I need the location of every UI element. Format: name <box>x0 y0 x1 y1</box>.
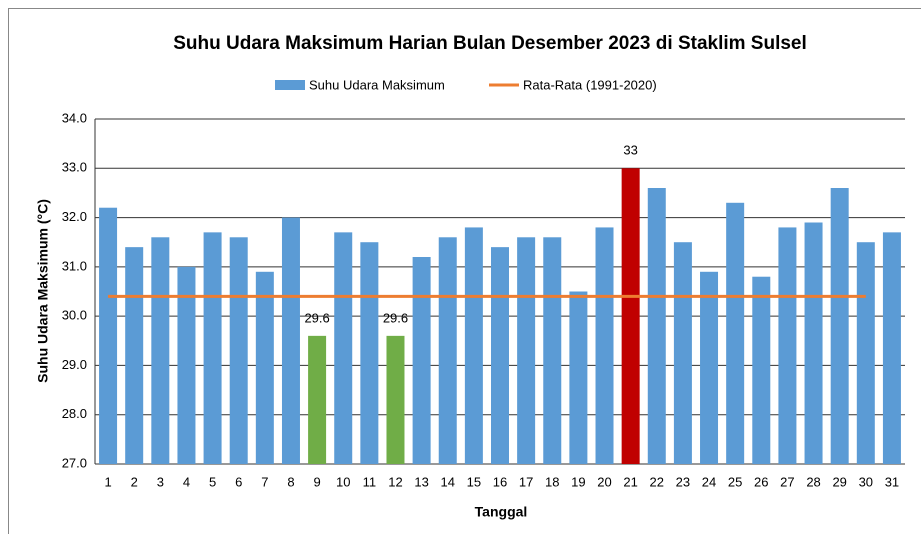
bar <box>438 237 457 464</box>
bar <box>308 335 327 464</box>
y-tick-label: 27.0 <box>62 455 87 470</box>
bar <box>882 232 901 464</box>
x-tick-label: 9 <box>313 474 320 489</box>
x-tick-label: 22 <box>650 474 664 489</box>
x-tick-label: 28 <box>806 474 820 489</box>
x-tick-label: 10 <box>336 474 350 489</box>
x-tick-label: 20 <box>597 474 611 489</box>
bar <box>281 217 300 464</box>
bar <box>360 242 379 464</box>
x-tick-label: 19 <box>571 474 585 489</box>
bar <box>673 242 692 464</box>
y-tick-label: 29.0 <box>62 357 87 372</box>
bar <box>569 291 588 464</box>
bar <box>856 242 875 464</box>
bar <box>543 237 562 464</box>
bar <box>830 188 849 464</box>
bar <box>464 227 483 464</box>
legend-label: Suhu Udara Maksimum <box>309 77 445 92</box>
x-tick-label: 12 <box>388 474 402 489</box>
legend-label: Rata-Rata (1991-2020) <box>523 77 657 92</box>
bar <box>334 232 353 464</box>
x-tick-label: 30 <box>859 474 873 489</box>
y-tick-label: 30.0 <box>62 308 87 323</box>
bar <box>255 271 274 464</box>
bar <box>151 237 170 464</box>
x-tick-label: 13 <box>414 474 428 489</box>
x-tick-label: 26 <box>754 474 768 489</box>
x-tick-label: 1 <box>104 474 111 489</box>
bar <box>726 202 745 465</box>
bar <box>700 271 719 464</box>
x-tick-label: 7 <box>261 474 268 489</box>
y-tick-label: 31.0 <box>62 258 87 273</box>
bar <box>804 222 823 464</box>
bar <box>386 335 405 464</box>
bar <box>229 237 248 464</box>
x-tick-label: 14 <box>441 474 455 489</box>
bar <box>412 257 431 464</box>
bar <box>177 266 196 464</box>
x-tick-label: 25 <box>728 474 742 489</box>
x-tick-label: 21 <box>623 474 637 489</box>
x-tick-label: 8 <box>287 474 294 489</box>
x-tick-label: 4 <box>183 474 190 489</box>
x-axis-title: Tanggal <box>475 504 528 520</box>
x-tick-label: 5 <box>209 474 216 489</box>
bar <box>99 207 118 464</box>
bar <box>752 276 771 464</box>
x-tick-label: 11 <box>363 474 377 489</box>
bar <box>621 168 640 465</box>
x-tick-label: 16 <box>493 474 507 489</box>
bar <box>203 232 222 464</box>
x-tick-label: 3 <box>157 474 164 489</box>
x-tick-label: 24 <box>702 474 716 489</box>
bar <box>125 247 144 464</box>
data-label: 29.6 <box>383 310 408 325</box>
y-tick-label: 34.0 <box>62 110 87 125</box>
legend-swatch <box>275 80 305 90</box>
bar <box>491 247 509 464</box>
x-tick-label: 29 <box>832 474 846 489</box>
data-label: 29.6 <box>304 310 329 325</box>
x-tick-label: 27 <box>780 474 794 489</box>
x-tick-label: 6 <box>235 474 242 489</box>
y-tick-label: 28.0 <box>62 406 87 421</box>
data-label: 33 <box>623 143 637 158</box>
x-tick-label: 23 <box>676 474 690 489</box>
x-tick-label: 31 <box>885 474 899 489</box>
bar <box>595 227 614 464</box>
x-tick-label: 15 <box>467 474 481 489</box>
y-tick-label: 32.0 <box>62 209 87 224</box>
bar <box>517 237 536 464</box>
y-tick-label: 33.0 <box>62 160 87 175</box>
x-tick-label: 18 <box>545 474 559 489</box>
x-tick-label: 17 <box>519 474 533 489</box>
chart-title: Suhu Udara Maksimum Harian Bulan Desembe… <box>173 33 807 54</box>
bar <box>778 227 797 464</box>
x-tick-label: 2 <box>131 474 138 489</box>
y-axis-title: Suhu Udara Maksimum (°C) <box>35 199 51 383</box>
bar <box>647 188 666 464</box>
